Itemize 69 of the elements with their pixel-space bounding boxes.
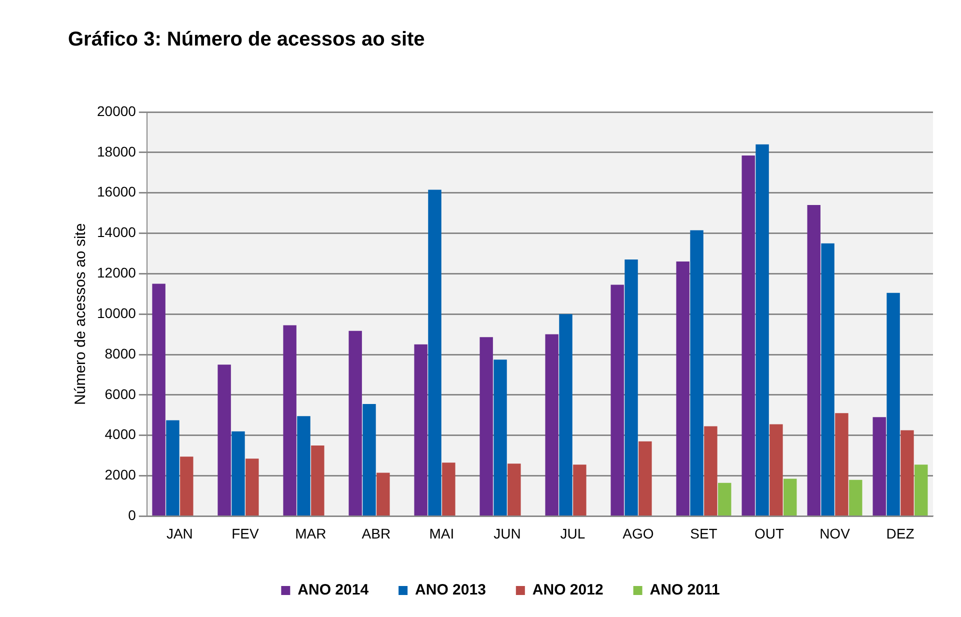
bar — [376, 472, 390, 516]
bar — [784, 478, 797, 516]
x-tick-label: JUL — [560, 525, 586, 542]
y-tick-label: 20000 — [96, 102, 136, 119]
bar — [348, 330, 362, 516]
legend-label: ANO 2012 — [532, 582, 604, 599]
bar — [480, 337, 493, 516]
y-tick-label: 6000 — [104, 386, 136, 402]
bar — [624, 260, 638, 516]
y-tick-label: 18000 — [96, 143, 136, 160]
legend-label: ANO 2011 — [650, 582, 720, 599]
bar — [704, 426, 718, 516]
bar — [442, 462, 456, 516]
legend-label: ANO 2013 — [415, 582, 486, 599]
x-tick-label: FEV — [232, 525, 260, 542]
bar — [428, 190, 442, 516]
y-tick-label: 10000 — [96, 304, 136, 321]
bar — [152, 284, 166, 516]
bar — [414, 344, 428, 516]
bar — [232, 431, 245, 516]
y-tick-label: 4000 — [104, 426, 136, 442]
bar — [770, 424, 783, 516]
x-tick-label: SET — [690, 525, 718, 542]
bar — [849, 480, 862, 516]
bar — [638, 441, 652, 516]
y-tick-label: 2000 — [104, 466, 136, 483]
bar — [690, 230, 704, 516]
bar — [362, 404, 376, 516]
bar — [166, 420, 180, 516]
bar — [807, 204, 820, 516]
bar — [283, 325, 296, 516]
bar — [676, 262, 690, 516]
bar — [610, 284, 624, 516]
y-tick-label: 8000 — [104, 345, 136, 362]
x-tick-label: DEZ — [886, 525, 915, 542]
x-tick-label: JAN — [166, 525, 193, 542]
bar — [835, 413, 848, 516]
y-axis-title: Número de acessos ao site — [72, 223, 90, 405]
bar — [559, 314, 572, 516]
bar — [821, 243, 834, 516]
bar — [900, 430, 914, 516]
bar — [886, 292, 900, 516]
bar — [573, 464, 586, 516]
x-tick-label: MAI — [429, 525, 454, 542]
bar — [872, 417, 886, 516]
bar — [311, 445, 324, 516]
bar — [180, 456, 194, 516]
bar — [545, 334, 558, 516]
bar — [218, 364, 231, 516]
y-tick-label: 16000 — [96, 184, 136, 200]
y-tick-label: 0 — [128, 507, 136, 524]
x-tick-label: ABR — [362, 525, 391, 542]
x-tick-label: JUN — [494, 525, 521, 542]
y-tick-label: 14000 — [96, 224, 136, 240]
x-tick-label: MAR — [295, 525, 326, 542]
bar — [494, 360, 507, 516]
legend-label: ANO 2014 — [298, 582, 370, 599]
y-tick-label: 12000 — [96, 264, 136, 281]
bar — [508, 464, 521, 516]
x-tick-label: OUT — [754, 525, 784, 542]
x-tick-label: NOV — [820, 525, 851, 542]
bar — [756, 144, 769, 516]
x-tick-label: AGO — [622, 525, 654, 542]
chart-title: Gráfico 3: Número de acessos ao site — [68, 28, 425, 51]
bar — [914, 464, 928, 516]
bar — [297, 416, 310, 516]
bar — [718, 482, 732, 516]
bar — [246, 458, 259, 516]
bar — [742, 155, 755, 516]
